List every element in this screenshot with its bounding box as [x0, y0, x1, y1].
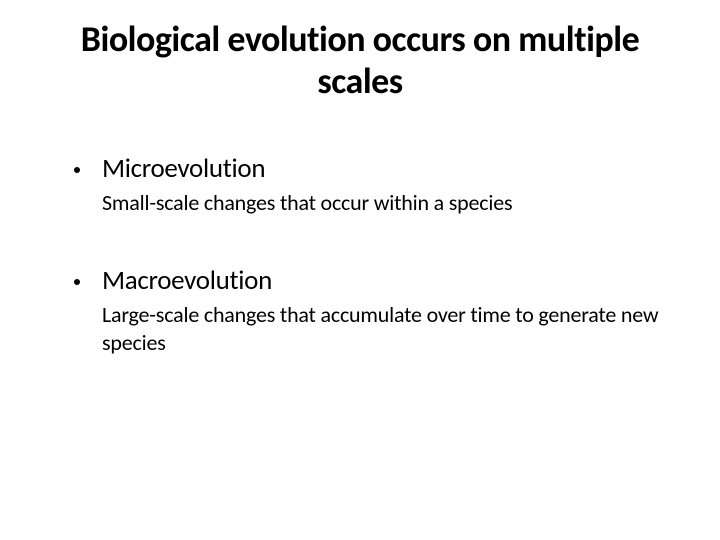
bullet-row: Macroevolution — [74, 265, 680, 297]
bullet-row: Microevolution — [74, 153, 680, 185]
slide: Biological evolution occurs on multiple … — [0, 0, 720, 540]
bullet-heading: Macroevolution — [102, 265, 272, 297]
bullet-subtext: Large-scale changes that accumulate over… — [102, 301, 662, 356]
bullet-list: Microevolution Small-scale changes that … — [40, 153, 680, 356]
list-item: Microevolution Small-scale changes that … — [74, 153, 680, 217]
bullet-icon — [74, 167, 80, 173]
list-item: Macroevolution Large-scale changes that … — [74, 265, 680, 356]
bullet-heading: Microevolution — [102, 153, 265, 185]
bullet-subtext: Small-scale changes that occur within a … — [102, 189, 662, 217]
slide-title: Biological evolution occurs on multiple … — [40, 18, 680, 103]
bullet-icon — [74, 279, 80, 285]
